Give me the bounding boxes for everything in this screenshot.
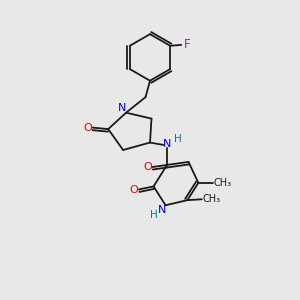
Text: H: H	[150, 210, 158, 220]
Text: N: N	[163, 139, 171, 149]
Text: O: O	[130, 185, 139, 195]
Text: CH₃: CH₃	[214, 178, 232, 188]
Text: F: F	[184, 38, 191, 51]
Text: N: N	[118, 103, 127, 113]
Text: O: O	[84, 123, 93, 133]
Text: CH₃: CH₃	[203, 194, 221, 204]
Text: N: N	[158, 205, 167, 215]
Text: O: O	[143, 162, 152, 172]
Text: H: H	[174, 134, 181, 144]
